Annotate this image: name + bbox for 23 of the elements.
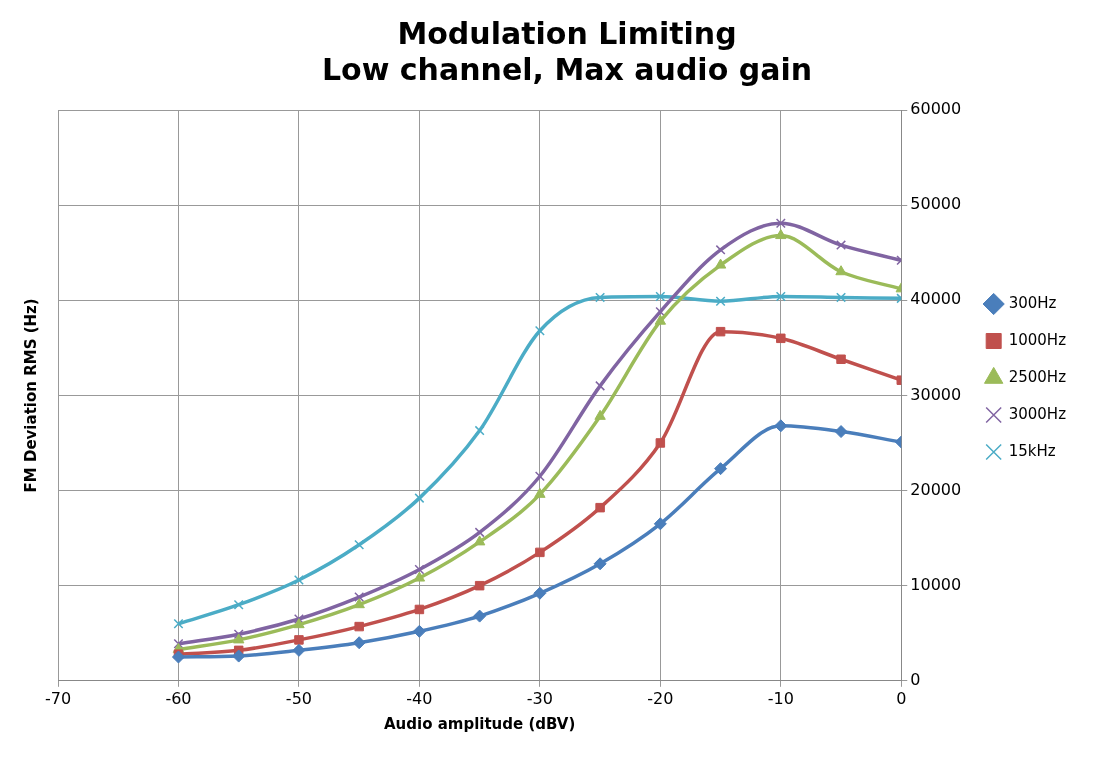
x-axis-title: Audio amplitude (dBV) [383,714,576,733]
y-tick-label: 60000 [910,99,962,119]
legend-label: 3000Hz [1008,404,1067,423]
y-tick-label: 0 [910,669,921,689]
y-tick-label: 10000 [910,574,962,594]
y-tick-label: 20000 [910,479,962,499]
x-tick-label: -40 [406,688,433,708]
legend-label: 1000Hz [1008,330,1067,349]
legend-label: 15kHz [1008,441,1056,460]
y-tick-label: 30000 [910,384,962,404]
x-tick-label: -10 [767,688,794,708]
x-tick-label: -60 [165,688,192,708]
y-tick-label: 50000 [910,194,962,214]
y-tick-label: 40000 [910,289,962,309]
x-tick-label: 0 [896,688,907,708]
x-tick-label: -30 [526,688,553,708]
x-tick-label: -20 [647,688,674,708]
y-axis-title: FM Deviation RMS (Hz) [21,298,40,493]
legend-label: 300Hz [1008,293,1057,312]
legend-label: 2500Hz [1008,367,1067,386]
chart-title: Modulation Limiting Low channel, Max audio gain [321,15,813,87]
x-tick-label: -50 [285,688,313,708]
x-tick-label: -70 [44,688,72,708]
